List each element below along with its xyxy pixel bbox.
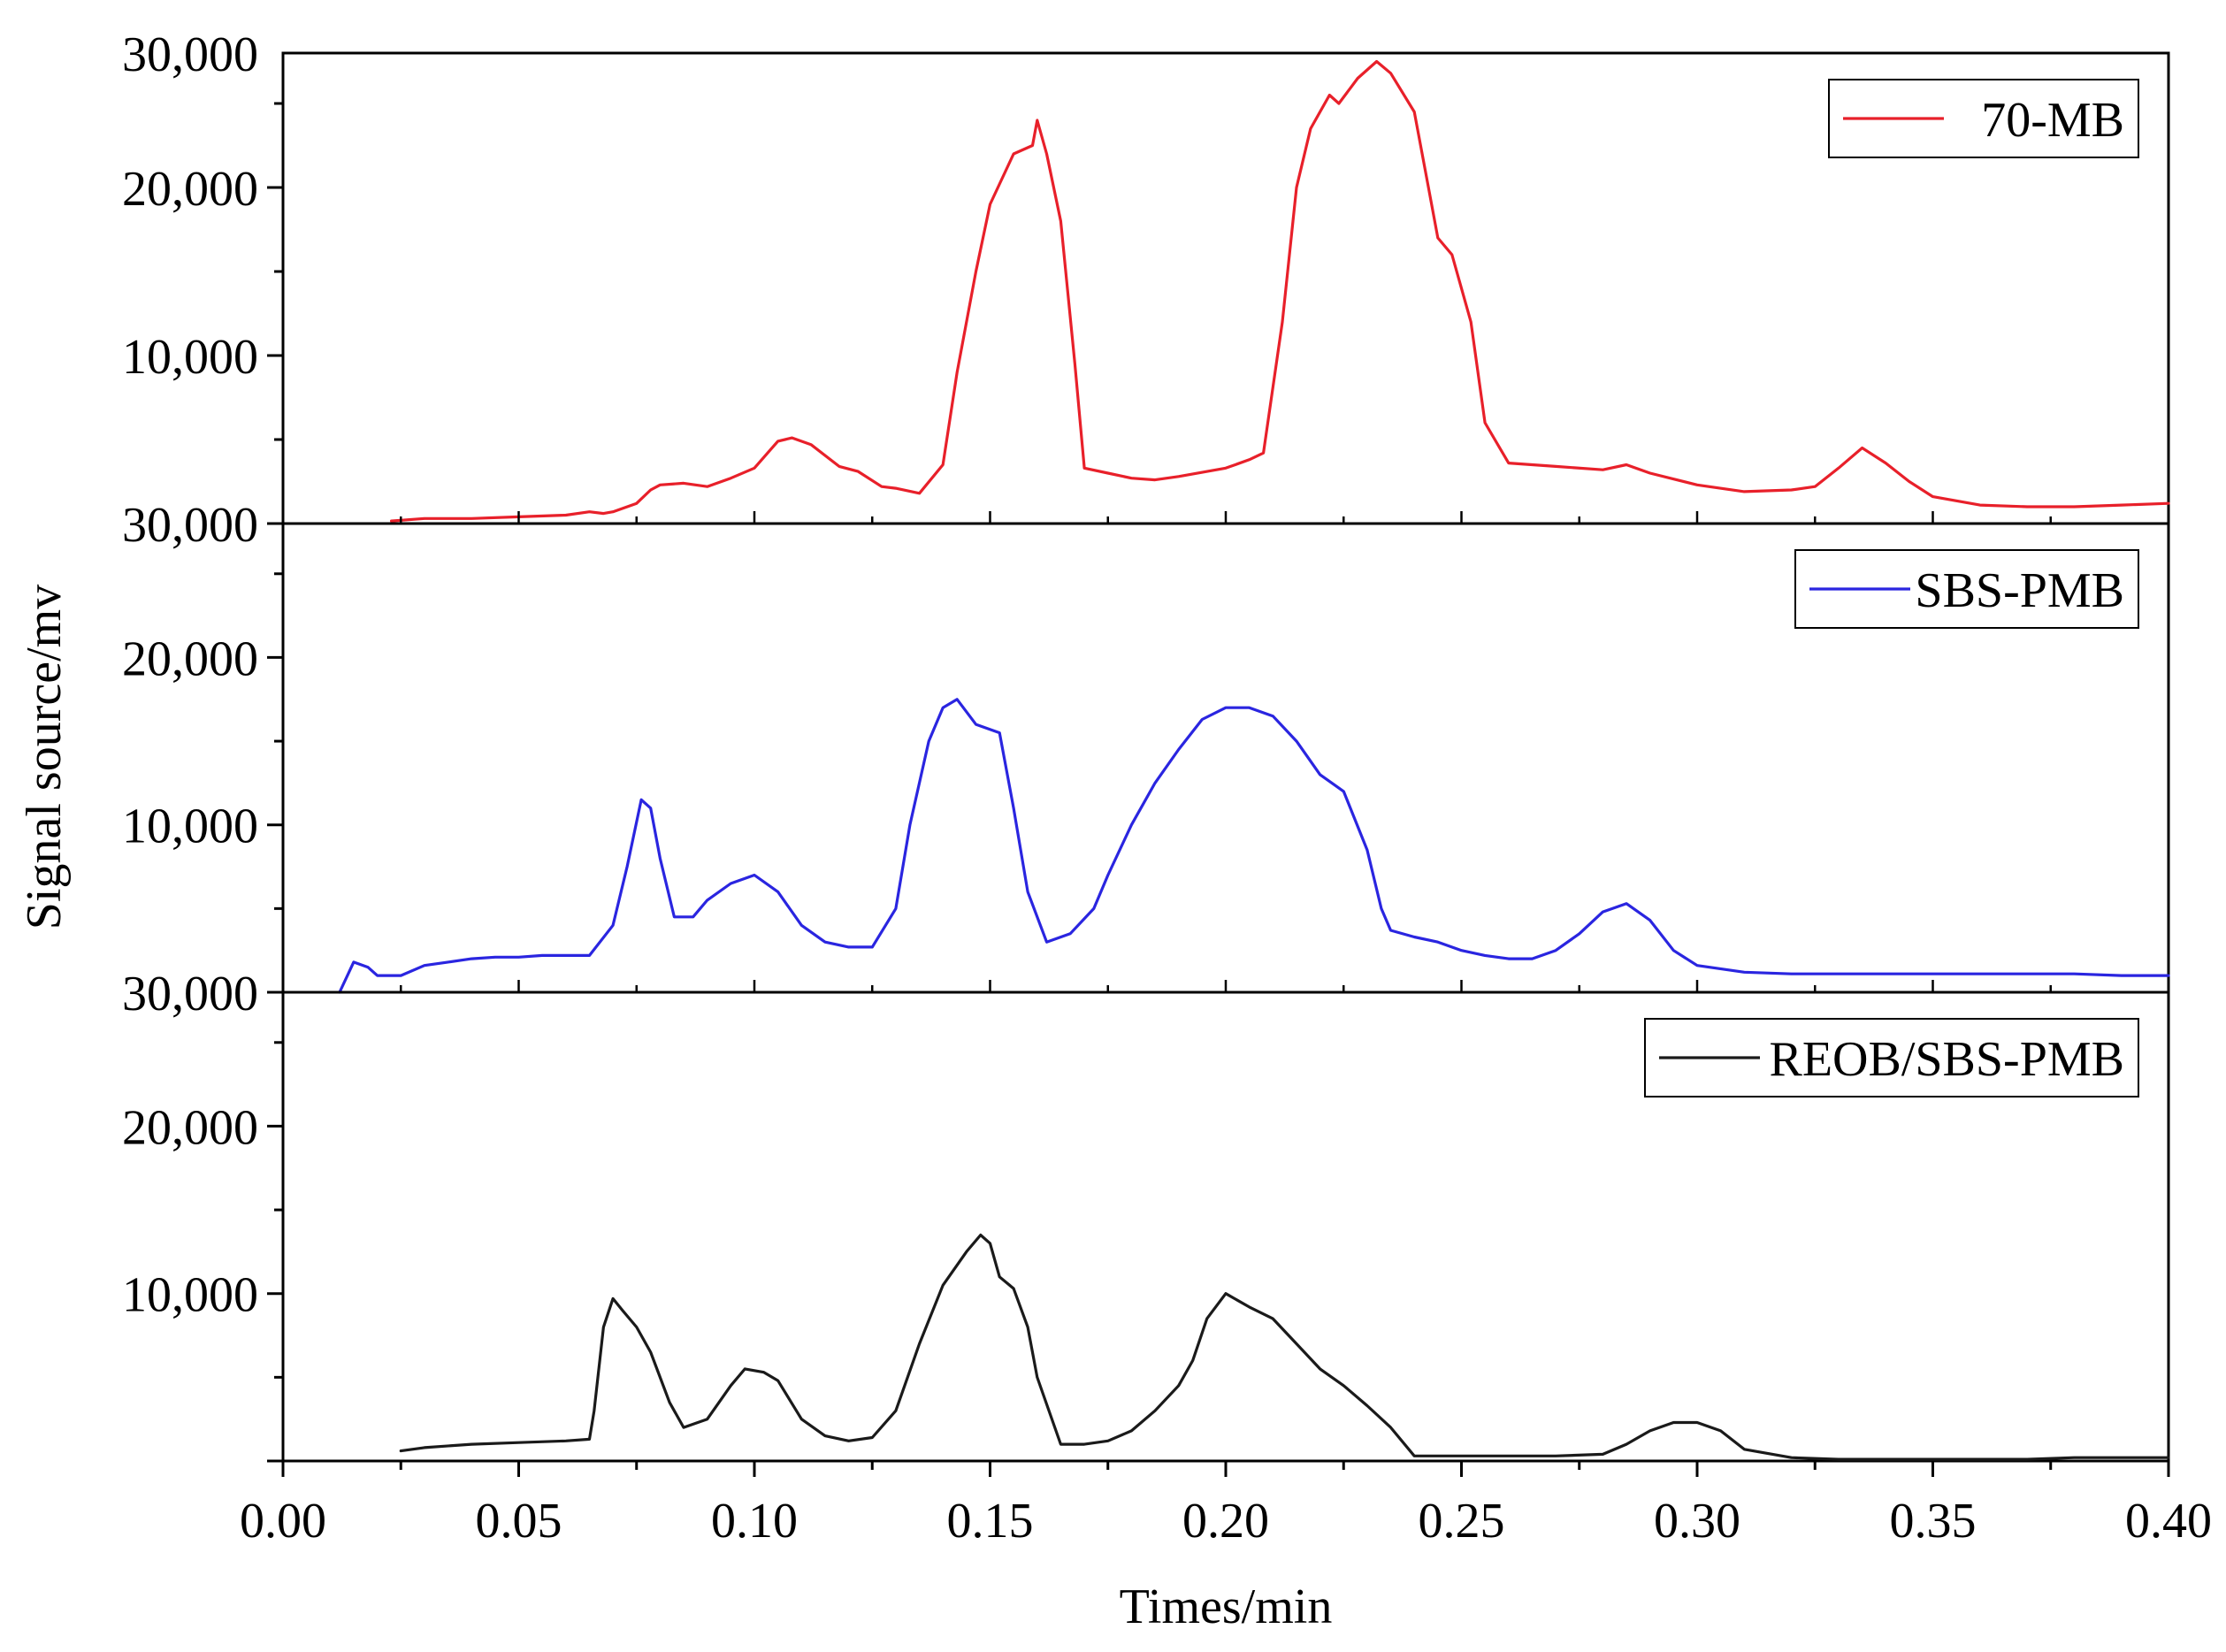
x-tick-label: 0.10 [711,1494,798,1549]
y-tick-label: 10,000 [122,330,258,385]
x-tick-label: 0.40 [2125,1494,2212,1549]
y-tick-label: 20,000 [122,1100,258,1155]
legend-label: REOB/SBS-PMB [1770,1032,2125,1087]
x-tick-label: 0.00 [240,1494,326,1549]
legend-box [1644,1018,2139,1098]
x-tick-label: 0.35 [1890,1494,1977,1549]
y-axis-title: Signal source/mv [17,585,72,929]
series-line-70-mb [390,59,2170,523]
legend: SBS-PMB [1794,549,2139,629]
x-tick-label: 0.25 [1419,1494,1505,1549]
series-line-reob-sbs-pmb [399,1233,2170,1461]
y-tick-label: 10,000 [122,799,258,854]
x-axis-title: Times/min [1120,1579,1333,1634]
legend-label: SBS-PMB [1915,563,2124,618]
y-tick-label: 10,000 [122,1268,258,1323]
panel-bottom: 10,000 20,000 REOB/SBS-PMB [122,990,2170,1463]
x-tick-label: 0.05 [476,1494,562,1549]
legend-label: 70-MB [1981,93,2124,148]
y-tick-label: 30,000 [122,27,258,82]
y-tick-label: 30,000 [122,967,258,1021]
y-tick-label: 20,000 [122,631,258,686]
x-axis: 0.00 0.05 0.10 0.15 0.20 0.25 0.30 0.35 0.40 [240,511,2212,1549]
x-tick-label: 0.15 [947,1494,1034,1549]
series-line-sbs-pmb [338,698,2170,994]
legend: REOB/SBS-PMB [1644,1018,2139,1098]
y-tick-label: 20,000 [122,162,258,217]
legend: 70-MB [1828,79,2139,158]
x-tick-label: 0.20 [1182,1494,1269,1549]
panel-top: 30,000 10,000 20,000 30,000 70-MB [122,27,2170,553]
x-tick-label: 0.30 [1654,1494,1740,1549]
y-tick-label: 30,000 [122,498,258,553]
panel-middle: 30,000 10,000 20,000 SBS-PMB [122,522,2170,1021]
